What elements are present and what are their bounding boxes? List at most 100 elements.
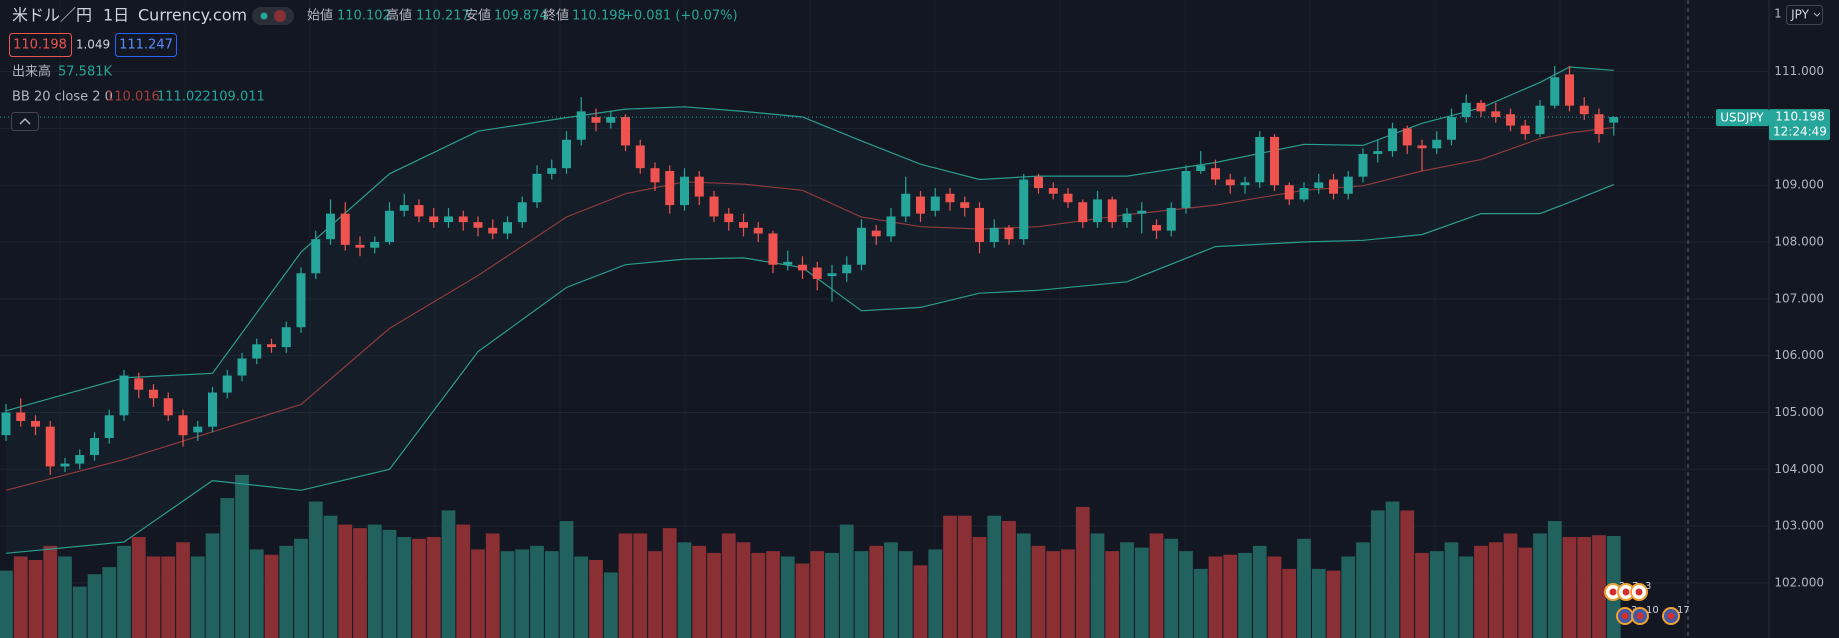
candle-body bbox=[1211, 168, 1220, 180]
band-lower bbox=[5, 184, 1615, 554]
volume-value: 57.581K bbox=[58, 65, 112, 80]
volume-bar bbox=[928, 549, 943, 638]
y-tick-label: 103.000 bbox=[1774, 519, 1824, 533]
candle-body bbox=[871, 230, 881, 237]
y-tick-label: 107.000 bbox=[1774, 291, 1824, 305]
ask: 111.247 bbox=[119, 38, 173, 53]
volume-bar bbox=[205, 533, 220, 638]
candle-body bbox=[385, 210, 394, 243]
volume-bar bbox=[603, 572, 618, 638]
candle-body bbox=[798, 264, 807, 271]
volume-bar bbox=[1415, 552, 1429, 638]
event-flag bbox=[1667, 612, 1675, 620]
volume-bar bbox=[1208, 556, 1223, 638]
volume-bar bbox=[0, 570, 13, 638]
volume-bar bbox=[898, 551, 913, 638]
volume-bar bbox=[338, 524, 353, 638]
collapse-button[interactable] bbox=[11, 112, 39, 131]
event-count: 3 bbox=[1645, 581, 1651, 592]
volume-bar bbox=[884, 542, 898, 638]
candle-body bbox=[208, 392, 217, 427]
volume-bar bbox=[972, 536, 987, 638]
volume-bar bbox=[294, 538, 308, 638]
candle-body bbox=[842, 264, 852, 274]
candle-body bbox=[222, 375, 232, 393]
volume-bar bbox=[1075, 506, 1090, 638]
volume-bar bbox=[1134, 547, 1149, 638]
bid-box[interactable] bbox=[9, 33, 72, 57]
volume-bar bbox=[810, 551, 825, 638]
candle-body bbox=[488, 227, 498, 234]
axis-extra: 1 bbox=[1774, 7, 1782, 21]
candle-body bbox=[1122, 213, 1132, 223]
volume-bar bbox=[367, 524, 382, 638]
candle-body bbox=[429, 216, 439, 223]
volume-bar bbox=[412, 538, 426, 638]
candle-body bbox=[1343, 176, 1353, 194]
overlay: 米ドル／円 1日 Currency.com 始値 110.102 高値 110.… bbox=[9, 5, 1823, 131]
candle-body bbox=[975, 207, 984, 243]
currency-button[interactable] bbox=[1786, 5, 1823, 25]
volume-bar bbox=[72, 586, 87, 638]
candle-body bbox=[1284, 185, 1294, 200]
volume-bar bbox=[1252, 545, 1267, 638]
volume-bar bbox=[1370, 510, 1385, 638]
event-flag bbox=[1622, 588, 1630, 596]
volume-bar bbox=[279, 545, 294, 638]
volume-bar bbox=[102, 567, 117, 638]
volume-bar bbox=[500, 551, 515, 638]
volume-bar bbox=[766, 551, 780, 638]
candle-body bbox=[252, 344, 262, 359]
candle-body bbox=[75, 455, 85, 464]
ask-box[interactable] bbox=[115, 33, 177, 57]
change: +0.081 (+0.07%) bbox=[623, 9, 738, 24]
ohlc-value: 110.102 bbox=[337, 9, 391, 24]
candle-body bbox=[281, 327, 291, 348]
ohlc-label: 始値 bbox=[307, 8, 333, 24]
status-icon bbox=[274, 10, 286, 22]
volume-bar bbox=[1503, 533, 1518, 638]
candle-body bbox=[178, 415, 188, 436]
currency: JPY bbox=[1790, 8, 1810, 22]
candle-body bbox=[1506, 114, 1515, 126]
candle-body bbox=[1196, 165, 1206, 172]
candle-body bbox=[621, 117, 630, 146]
volume-bar bbox=[87, 574, 102, 638]
candle-body bbox=[355, 244, 365, 248]
volume-bar bbox=[707, 552, 721, 638]
price-tag-text: 110.198 bbox=[1775, 110, 1825, 124]
volume-bar bbox=[839, 524, 854, 638]
candle-body bbox=[916, 196, 925, 214]
candle-body bbox=[665, 171, 675, 206]
volume-bar bbox=[1562, 536, 1577, 638]
candle-body bbox=[1417, 145, 1427, 149]
candle-body bbox=[193, 426, 203, 433]
candle-body bbox=[680, 176, 689, 206]
volume-bar bbox=[1238, 552, 1252, 638]
volume-bar bbox=[1179, 551, 1193, 638]
volume-bar bbox=[589, 560, 603, 638]
volume-layer bbox=[0, 474, 1621, 638]
ohlc-value: 109.874 bbox=[494, 9, 548, 24]
volume-bar bbox=[1311, 568, 1326, 638]
candle-body bbox=[517, 202, 527, 223]
volume-bar bbox=[1474, 545, 1488, 638]
volume-bar bbox=[485, 533, 500, 638]
volume-bar bbox=[574, 556, 589, 638]
spread: 1.049 bbox=[76, 38, 110, 52]
volume-bar bbox=[721, 533, 736, 638]
candle-body bbox=[149, 389, 158, 399]
volume-bar bbox=[1105, 551, 1120, 638]
status-pill[interactable] bbox=[252, 7, 294, 25]
volume-bar bbox=[648, 551, 662, 638]
candle-body bbox=[812, 267, 822, 279]
candle-body bbox=[16, 412, 26, 421]
bid: 110.198 bbox=[13, 38, 67, 53]
candle-body bbox=[1137, 210, 1147, 214]
volume-bar bbox=[1267, 556, 1282, 638]
interval[interactable]: 1日 bbox=[103, 6, 129, 25]
y-tick-label: 104.000 bbox=[1774, 462, 1824, 476]
price-axis: 102.000 103.000 104.000 105.000 106.000 107.0… bbox=[1774, 64, 1824, 589]
y-tick-label: 105.000 bbox=[1774, 405, 1824, 419]
band-fill bbox=[6, 67, 1614, 554]
